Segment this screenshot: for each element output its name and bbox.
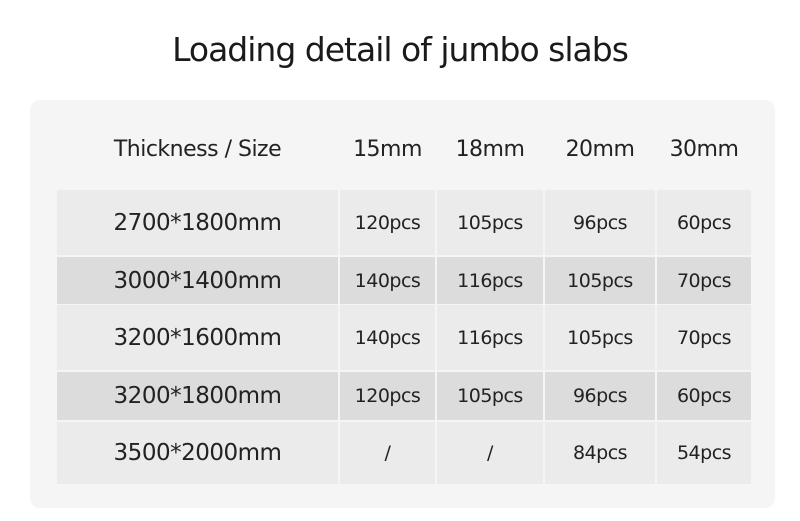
quantity-cell: 96pcs	[545, 372, 655, 420]
quantity-cell: 70pcs	[657, 305, 751, 370]
quantity-cell: 105pcs	[545, 305, 655, 370]
size-cell: 3200*1600mm	[57, 305, 338, 370]
header-thickness-size: Thickness / Size	[113, 137, 282, 162]
quantity-cell: 120pcs	[340, 190, 435, 255]
quantity-cell: 140pcs	[340, 257, 435, 304]
quantity-cell: 105pcs	[545, 257, 655, 304]
quantity-cell: 105pcs	[437, 190, 543, 255]
table-row: 3200*1600mm 140pcs 116pcs 105pcs 70pcs	[57, 305, 751, 370]
page-title: Loading detail of jumbo slabs	[172, 30, 629, 69]
table-row: 3500*2000mm //84pcs 54pcs	[57, 422, 751, 484]
quantity-cell: 140pcs	[340, 305, 435, 370]
quantity-cell: 60pcs	[657, 190, 751, 255]
size-cell: 3200*1800mm	[57, 372, 338, 420]
quantity-cell: /	[340, 422, 435, 484]
table-row: 3200*1800mm 120pcs 105pcs 96pcs 60pcs	[57, 372, 751, 420]
size-cell: 3000*1400mm	[57, 257, 338, 304]
quantity-cell: 70pcs	[657, 257, 751, 304]
quantity-cell: 96pcs	[545, 190, 655, 255]
quantity-cell: 54pcs	[657, 422, 751, 484]
table-row: 2700*1800mm 120pcs 105pcs 96pcs 60pcs	[57, 190, 751, 255]
quantity-cell: 84pcs	[545, 422, 655, 484]
table-row: 3000*1400mm 140pcs 116pcs 105pcs 70pcs	[57, 257, 751, 304]
quantity-cell: 60pcs	[657, 372, 751, 420]
quantity-cell: 105pcs	[437, 372, 543, 420]
header-18mm: 18mm	[455, 137, 525, 162]
quantity-cell: 116pcs	[437, 305, 543, 370]
quantity-cell: /	[437, 422, 543, 484]
header-30mm: 30mm	[669, 137, 739, 162]
quantity-cell: 116pcs	[437, 257, 543, 304]
quantity-cell: 120pcs	[340, 372, 435, 420]
size-cell: 2700*1800mm	[57, 190, 338, 255]
header-20mm: 20mm	[565, 137, 635, 162]
size-cell: 3500*2000mm	[57, 422, 338, 484]
header-15mm: 15mm	[353, 137, 422, 162]
